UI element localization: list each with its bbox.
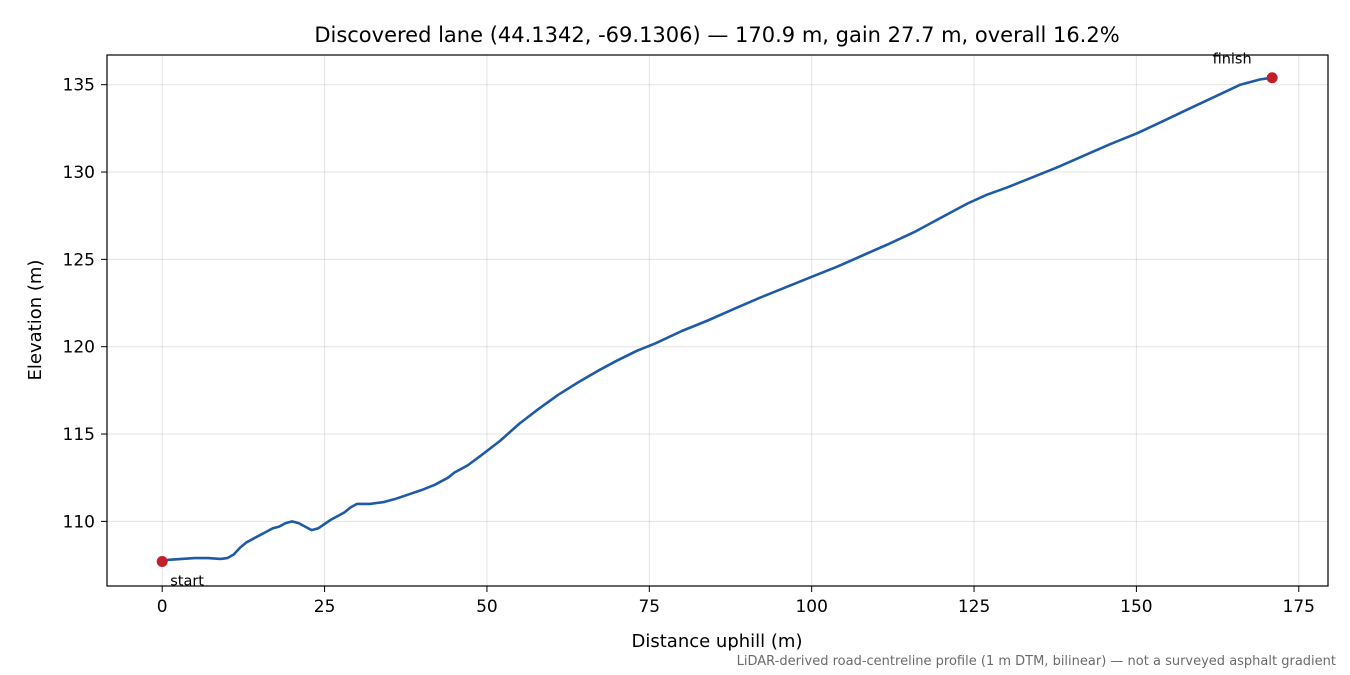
plot-frame	[106, 54, 1329, 587]
x-tick-label: 75	[638, 597, 660, 617]
y-tick-label: 110	[63, 512, 95, 532]
chart-title: Discovered lane (44.1342, -69.1306) — 17…	[314, 23, 1119, 47]
x-tick-label: 100	[795, 597, 827, 617]
y-tick-label: 115	[63, 425, 95, 445]
grid-lines	[107, 55, 1328, 586]
x-tick-label: 25	[314, 597, 336, 617]
footnote: LiDAR-derived road-centreline profile (1…	[737, 654, 1336, 669]
axis-ticks: 0 25 50 75 100 125 150 175 110 115 120 125 130 135	[63, 76, 1315, 617]
start-annotation: start	[170, 574, 204, 590]
finish-marker	[1266, 72, 1278, 84]
start-marker	[156, 556, 168, 568]
x-tick-label: 50	[476, 597, 498, 617]
x-tick-label: 150	[1120, 597, 1152, 617]
y-tick-label: 135	[63, 76, 95, 96]
x-tick-label: 175	[1283, 597, 1315, 617]
x-tick-label: 0	[157, 597, 168, 617]
x-axis-label: Distance uphill (m)	[632, 631, 803, 652]
y-tick-label: 130	[63, 163, 95, 183]
y-axis-label: Elevation (m)	[25, 260, 46, 381]
y-tick-label: 120	[63, 338, 95, 358]
x-tick-label: 125	[958, 597, 990, 617]
finish-annotation: finish	[1213, 52, 1252, 68]
elevation-profile-line	[160, 76, 1274, 563]
y-tick-label: 125	[63, 250, 95, 270]
